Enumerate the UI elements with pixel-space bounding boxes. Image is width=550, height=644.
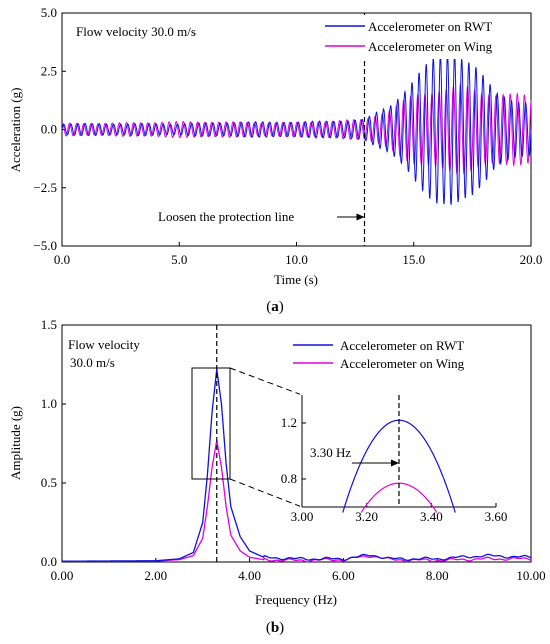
x-tick-label: 10.00 — [516, 568, 545, 583]
y-tick-label: 0.5 — [41, 475, 57, 490]
panel-b-zoom-box — [191, 367, 231, 480]
panel-b-annotation-line2: 30.0 m/s — [70, 355, 115, 370]
x-tick-label: 10.0 — [285, 252, 308, 267]
x-tick-label: 4.00 — [238, 568, 261, 583]
panel-a-x-ticks: 0.0 5.0 10.0 15.0 20.0 — [54, 242, 543, 267]
panel-a-x-axis-label: Time (s) — [274, 272, 318, 287]
panel-b-series — [62, 369, 532, 563]
x-tick-label: 3.20 — [355, 509, 378, 524]
x-tick-label: 6.00 — [332, 568, 355, 583]
x-tick-label: 3.60 — [485, 509, 508, 524]
x-tick-label: 0.00 — [51, 568, 74, 583]
inset-bg — [300, 388, 500, 509]
panel-b-chart: 0.0 0.5 1.0 1.5 0.00 2.00 4.00 6.00 8.00 10.00 F… — [8, 317, 546, 636]
panel-a-legend-bg — [318, 15, 530, 59]
y-tick-label: 5.0 — [41, 5, 57, 20]
panel-b-legend-wing: Accelerometer on Wing — [340, 356, 465, 371]
y-tick-label: 1.0 — [41, 396, 57, 411]
x-tick-label: 2.00 — [144, 568, 167, 583]
inset-annotation: 3.30 Hz — [310, 445, 351, 460]
panel-a-annotation: Flow velocity 30.0 m/s — [76, 24, 196, 39]
panel-a-annotation-arrowhead — [356, 213, 365, 221]
x-tick-label: 3.00 — [291, 509, 314, 524]
inset-annotation-arrowhead — [391, 459, 399, 467]
inset-y-tick-label: 0.8 — [281, 471, 297, 486]
x-tick-label: 0.0 — [54, 252, 70, 267]
y-tick-label: 0.0 — [41, 554, 57, 569]
panel-b-caption: (b) — [266, 620, 284, 636]
x-tick-label: 15.0 — [402, 252, 425, 267]
x-tick-label: 8.00 — [426, 568, 449, 583]
panel-a-legend: Accelerometer on RWT Accelerometer on Wi… — [318, 15, 530, 59]
panel-a-series — [61, 54, 532, 205]
panel-b-x-ticks: 0.00 2.00 4.00 6.00 8.00 10.00 — [51, 558, 546, 583]
panel-b-y-axis-label: Amplitude (g) — [8, 406, 23, 480]
panel-a-series-line — [61, 83, 532, 176]
x-tick-label: 20.0 — [520, 252, 543, 267]
panel-b-y-ticks: 0.0 0.5 1.0 1.5 — [41, 317, 66, 569]
panel-a-vline-annotation: Loosen the protection line — [158, 209, 294, 224]
inset-x-ticks: 3.00 3.20 3.40 3.60 — [291, 503, 508, 524]
x-tick-label: 3.40 — [420, 509, 443, 524]
panel-b-plot-area — [61, 324, 532, 563]
panel-b-legend: Accelerometer on RWT Accelerometer on Wi… — [293, 338, 465, 371]
panel-a-letter: a — [271, 299, 279, 315]
y-tick-label: 0.0 — [41, 122, 57, 137]
panel-b-letter: b — [271, 620, 279, 636]
y-tick-label: −2.5 — [33, 180, 57, 195]
panel-b-zoom-connector-top — [229, 367, 303, 396]
y-tick-label: 1.5 — [41, 317, 57, 332]
panel-b-annotation-line1: Flow velocity — [68, 337, 140, 352]
y-tick-label: −5.0 — [33, 238, 57, 253]
y-tick-label: 2.5 — [41, 63, 57, 78]
panel-a-y-axis-label: Acceleration (g) — [8, 88, 23, 173]
panel-b-inset: 0.8 1.2 3.00 3.20 3.40 3.60 3.30 Hz — [281, 388, 508, 524]
panel-a-y-ticks: −5.0 −2.5 0.0 2.5 5.0 — [33, 5, 66, 253]
panel-b-legend-rwt: Accelerometer on RWT — [340, 338, 464, 353]
inset-y-ticks: 0.8 1.2 — [281, 415, 306, 486]
panel-b-series-line — [62, 369, 532, 562]
panel-b-zoom-connector-bottom — [229, 478, 303, 508]
panel-a-legend-wing: Accelerometer on Wing — [368, 39, 493, 54]
panel-a-series-line — [61, 54, 532, 205]
panel-a-caption: (a) — [266, 299, 284, 315]
inset-y-tick-label: 1.2 — [281, 415, 297, 430]
panel-b-x-axis-label: Frequency (Hz) — [255, 592, 337, 607]
panel-a-chart: −5.0 −2.5 0.0 2.5 5.0 0.0 5.0 10.0 15.0 20.0 Loo… — [8, 5, 542, 315]
panel-a-legend-rwt: Accelerometer on RWT — [368, 19, 492, 34]
x-tick-label: 5.0 — [171, 252, 187, 267]
